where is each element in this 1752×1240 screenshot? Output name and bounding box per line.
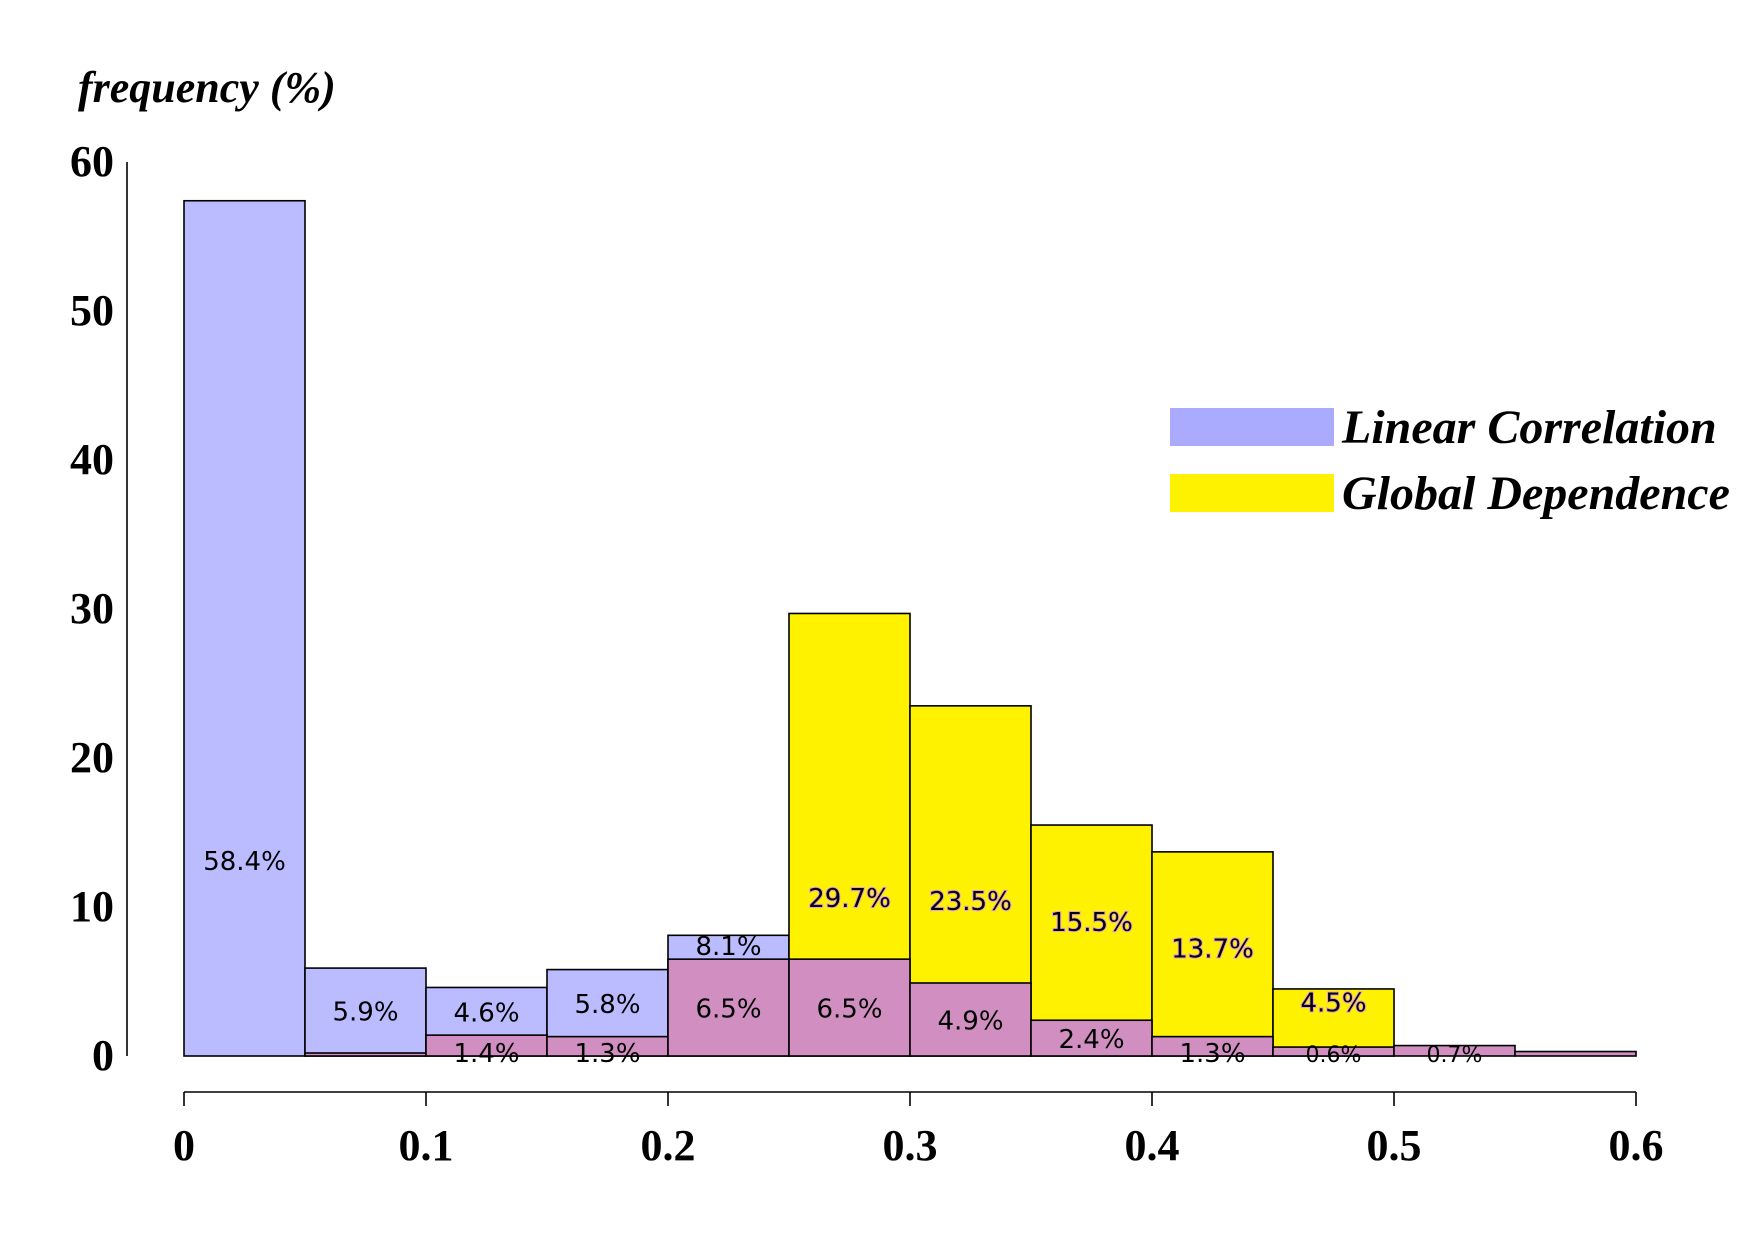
x-tick-label-1: 0.1 [399,1121,454,1170]
data-label-overlap-3: 1.3% [574,1039,640,1069]
bar-overlap-7 [1030,1019,1153,1057]
x-axis: 0 0.1 0.2 0.3 0.4 0.5 0.6 [173,1091,1664,1170]
data-label-linear-0: 58.4% [203,847,286,877]
y-tick-label-2: 20 [70,733,114,782]
bars-group [183,199,1637,1057]
data-label-global-6: 23.5% [929,887,1012,917]
data-label-linear-3: 5.8% [574,990,640,1020]
x-tick-label-4: 0.4 [1125,1121,1180,1170]
data-label-global-9: 4.5% [1300,988,1366,1018]
bar-overlap-5 [788,958,911,1057]
bar-linear-correlation-1 [304,967,427,1057]
x-tick-label-2: 0.2 [641,1121,696,1170]
legend: Linear Correlation Global Dependence [1170,401,1730,520]
x-tick-label-5: 0.5 [1367,1121,1422,1170]
data-label-overlap-10: 0.7% [1427,1043,1483,1068]
data-label-overlap-4: 6.5% [695,995,761,1025]
y-axis-label: frequency (%) [78,63,336,112]
bar-global-dependence-8 [1151,851,1274,1057]
data-label-global-8: 13.7% [1171,935,1254,965]
data-label-overlap-5: 6.5% [816,995,882,1025]
x-tick-label-0: 0 [173,1121,195,1170]
data-label-overlap-9: 0.6% [1306,1043,1362,1068]
bar-overlap-6 [909,982,1032,1057]
y-tick-label-1: 10 [70,882,114,931]
bar-overlap-1 [304,1052,427,1057]
y-tick-label-4: 40 [70,435,114,484]
bar-linear-correlation-0 [183,199,306,1057]
data-label-global-5: 29.7% [808,884,891,914]
data-label-global-7: 15.5% [1050,908,1133,938]
y-axis: 0 10 20 30 40 50 60 [70,137,128,1080]
y-tick-label-3: 30 [70,584,114,633]
bar-overlap-4 [667,958,790,1057]
data-labels-group: 58.4% 5.9% 4.6% 5.8% 8.1% 29.7% 23.5% 15.5% 13.7… [203,847,1482,1069]
legend-swatch-global-dependence [1170,474,1334,512]
legend-swatch-linear-correlation [1170,408,1334,446]
legend-label-linear-correlation: Linear Correlation [1341,401,1717,454]
data-label-linear-2: 4.6% [453,998,519,1028]
data-label-linear-1: 5.9% [332,998,398,1028]
legend-label-global-dependence: Global Dependence [1342,467,1730,520]
data-label-overlap-6: 4.9% [937,1006,1003,1036]
y-tick-label-5: 50 [70,286,114,335]
x-tick-label-3: 0.3 [883,1121,938,1170]
y-tick-label-0: 0 [92,1031,114,1080]
y-tick-label-6: 60 [70,137,114,186]
data-label-overlap-8: 1.3% [1179,1039,1245,1069]
x-tick-label-6: 0.6 [1609,1121,1664,1170]
data-label-overlap-7: 2.4% [1058,1025,1124,1055]
data-label-overlap-2: 1.4% [453,1039,519,1069]
data-label-linear-4: 8.1% [695,932,761,962]
bar-overlap-11 [1514,1050,1637,1057]
